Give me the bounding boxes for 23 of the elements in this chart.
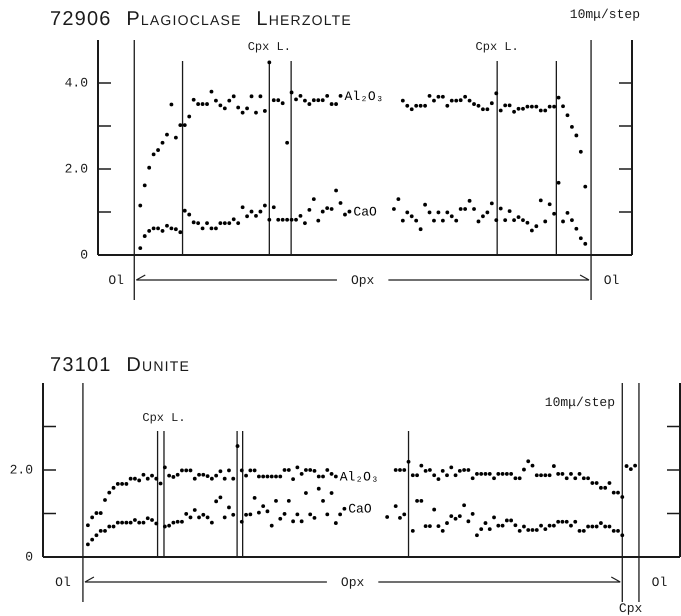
annotation: Cpx L. — [142, 411, 186, 425]
text: 10mμ/step — [570, 7, 640, 23]
text: Ol — [652, 574, 668, 590]
chart-title: 73101 Dunite — [50, 354, 190, 376]
y-tick-label: 0 — [25, 550, 33, 564]
series-label: Al₂O₃ — [340, 469, 379, 484]
annotation: Cpx L. — [476, 40, 519, 54]
text: Cpx — [618, 600, 643, 616]
chart-title: 72906 Plagioclase Lherzolte — [50, 8, 352, 30]
annotation: Cpx L. — [248, 40, 291, 54]
text: Ol — [108, 272, 124, 288]
series-label: Al₂O₃ — [344, 88, 384, 104]
y-tick-label: 2.0 — [10, 462, 33, 478]
series-label: CaO — [348, 501, 372, 516]
annotation: 10mμ/step — [544, 395, 615, 411]
text: Opx — [340, 574, 365, 590]
y-tick-label: 4.0 — [64, 76, 88, 90]
text: Ol — [55, 574, 71, 590]
text: Opx — [350, 272, 375, 288]
text: Ol — [604, 272, 620, 288]
y-tick-label: 0 — [80, 248, 88, 262]
series-label: CaO — [353, 204, 378, 220]
y-tick-label: 2.0 — [64, 162, 88, 176]
